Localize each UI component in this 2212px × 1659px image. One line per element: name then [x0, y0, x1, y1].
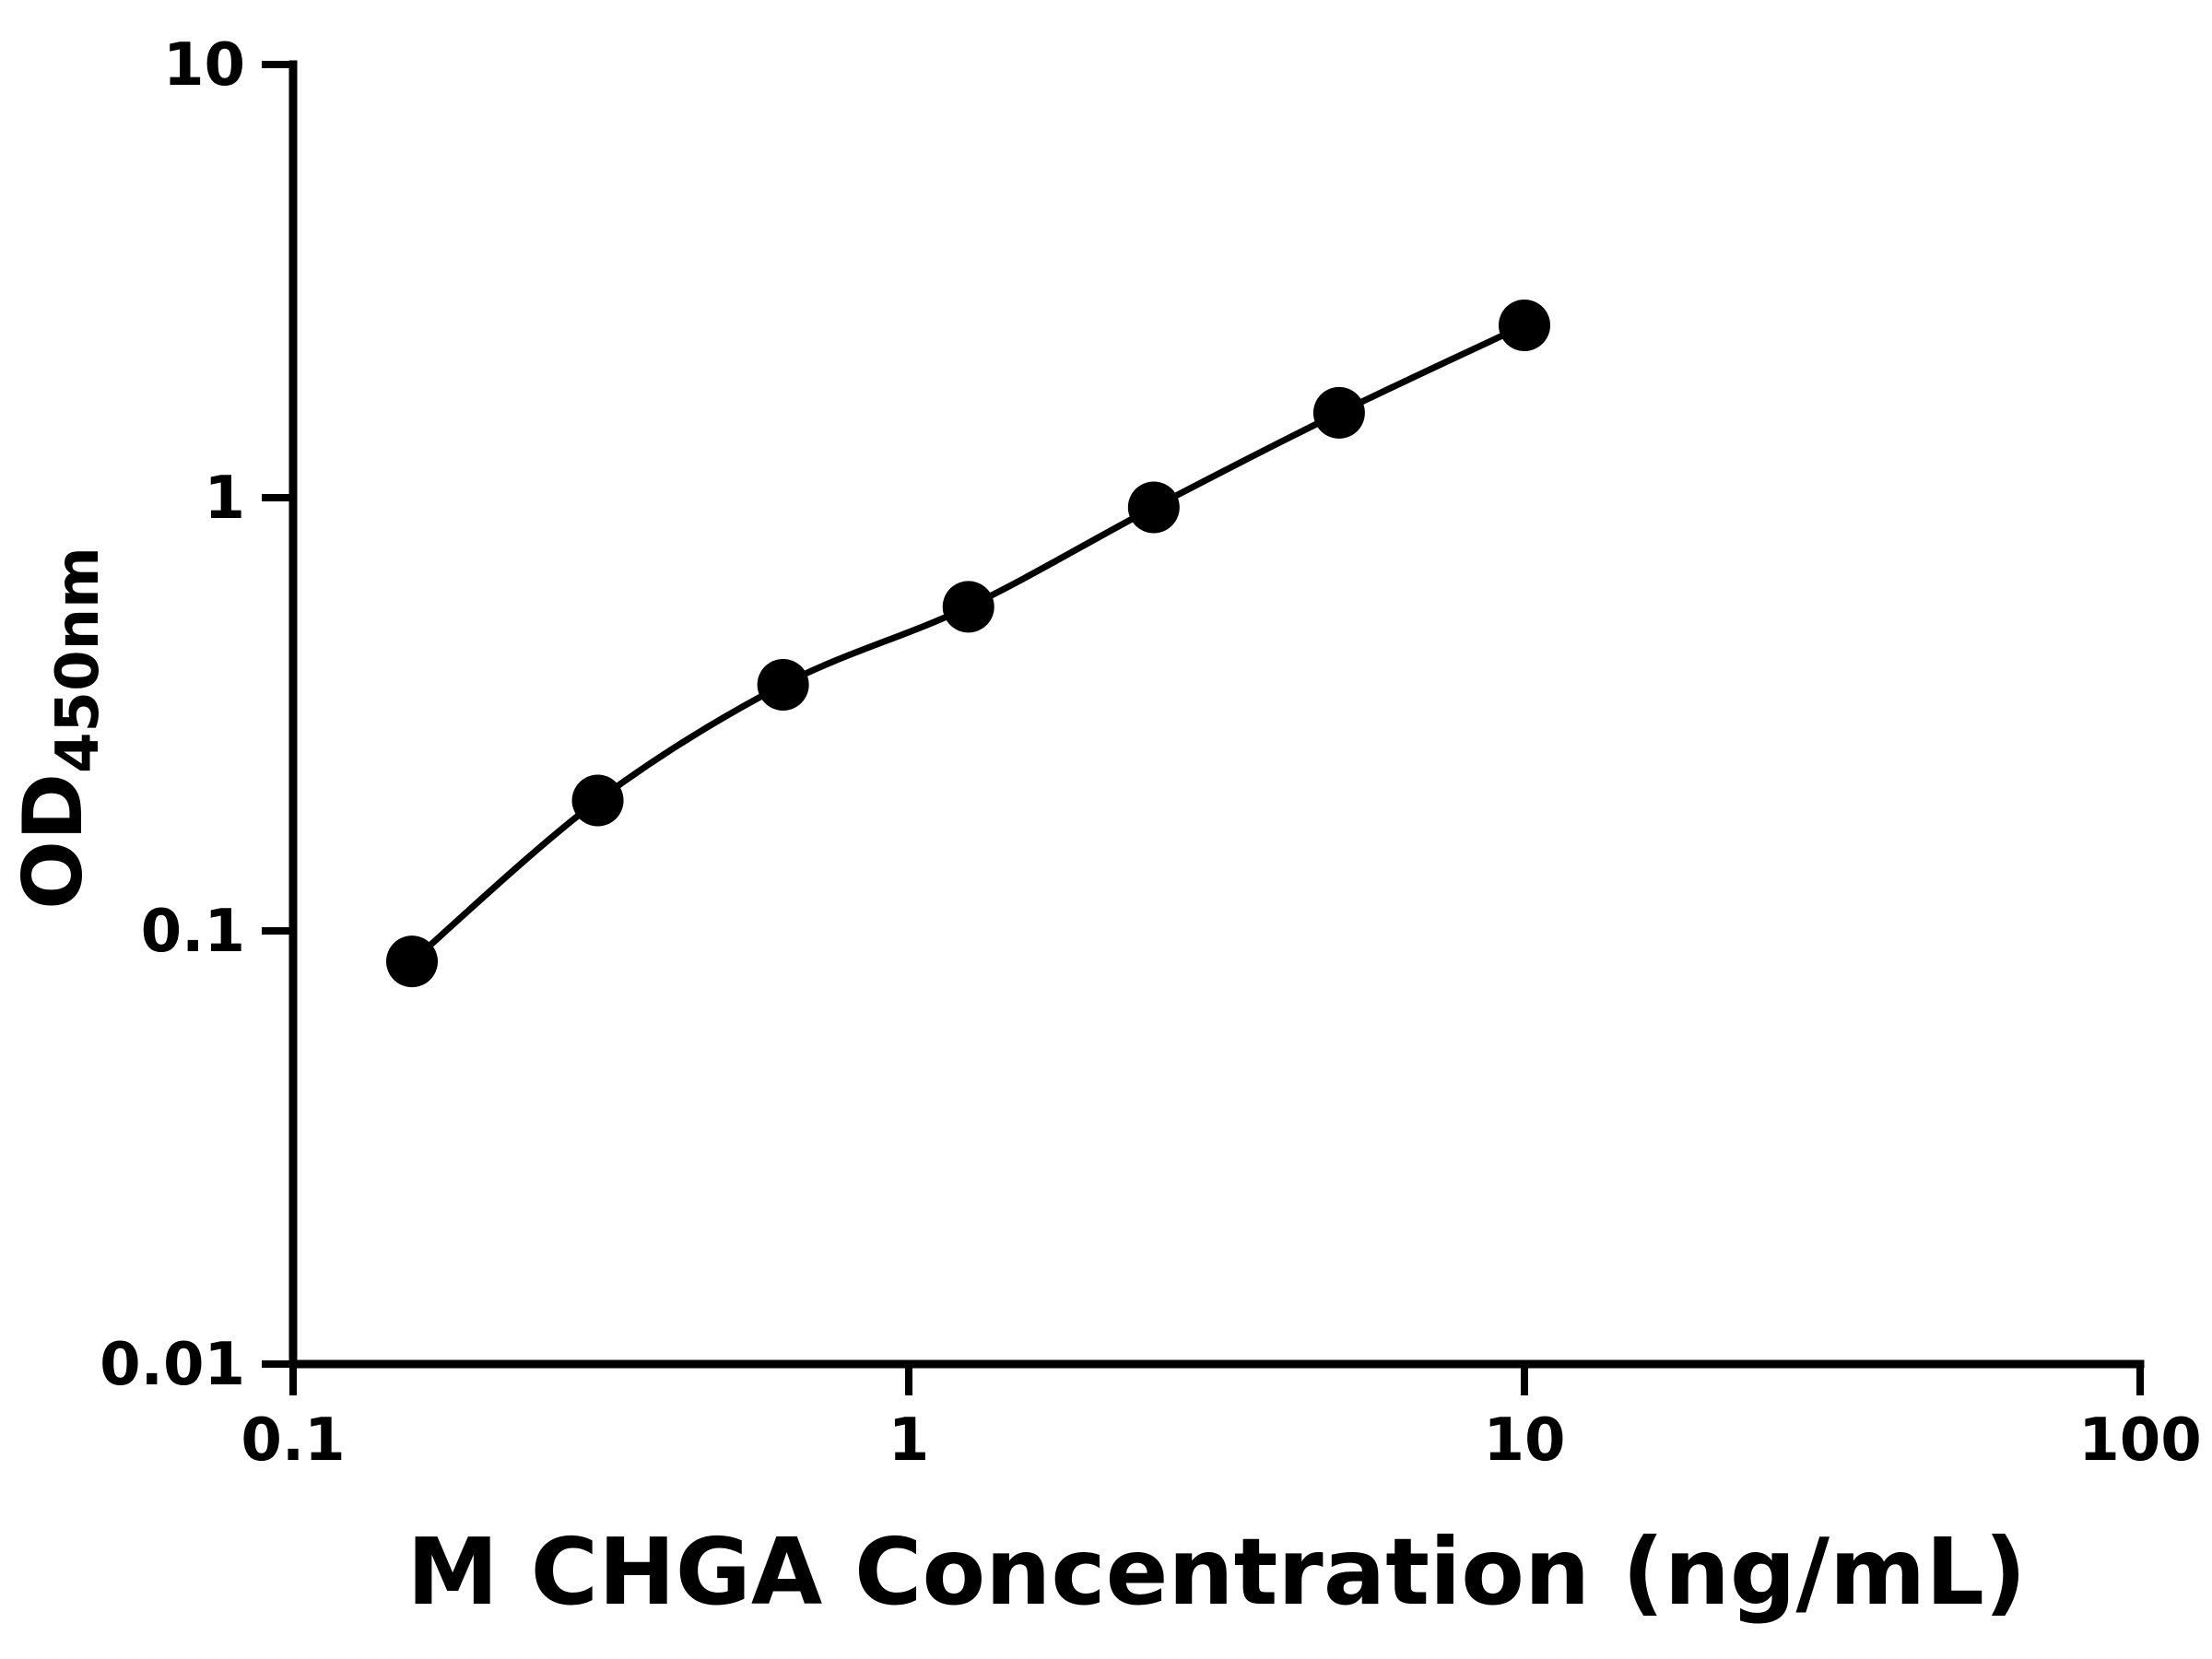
x-tick-label: 0.1: [241, 1406, 345, 1475]
y-axis-label-main: OD: [6, 773, 100, 910]
data-point: [942, 581, 994, 633]
data-point: [386, 935, 439, 988]
data-point: [1312, 386, 1365, 439]
x-tick-label: 1: [888, 1406, 930, 1475]
axes: [288, 60, 2145, 1369]
y-tick-label: 0.1: [141, 898, 245, 966]
axis-ticks: [262, 61, 2144, 1395]
data-point: [1499, 299, 1550, 351]
data-points: [386, 299, 1550, 988]
data-point: [757, 658, 809, 711]
y-tick-label: 0.01: [100, 1331, 245, 1399]
y-tick-label: 10: [163, 31, 245, 100]
data-point: [1127, 481, 1180, 534]
y-axis-label-subscript: 450nm: [44, 547, 112, 773]
y-tick-label: 1: [204, 465, 245, 533]
x-tick-label: 100: [2078, 1406, 2202, 1475]
x-axis-label: M CHGA Concentration (ng/mL): [406, 1518, 2026, 1626]
y-axis-label: OD450nm: [6, 547, 112, 910]
x-tick-label: 10: [1483, 1406, 1565, 1475]
axis-spines: [288, 60, 2145, 1369]
axis-tick-labels: 0.01 0.1 1 10 0.1 1 10 100: [100, 31, 2202, 1475]
data-point: [571, 774, 624, 827]
